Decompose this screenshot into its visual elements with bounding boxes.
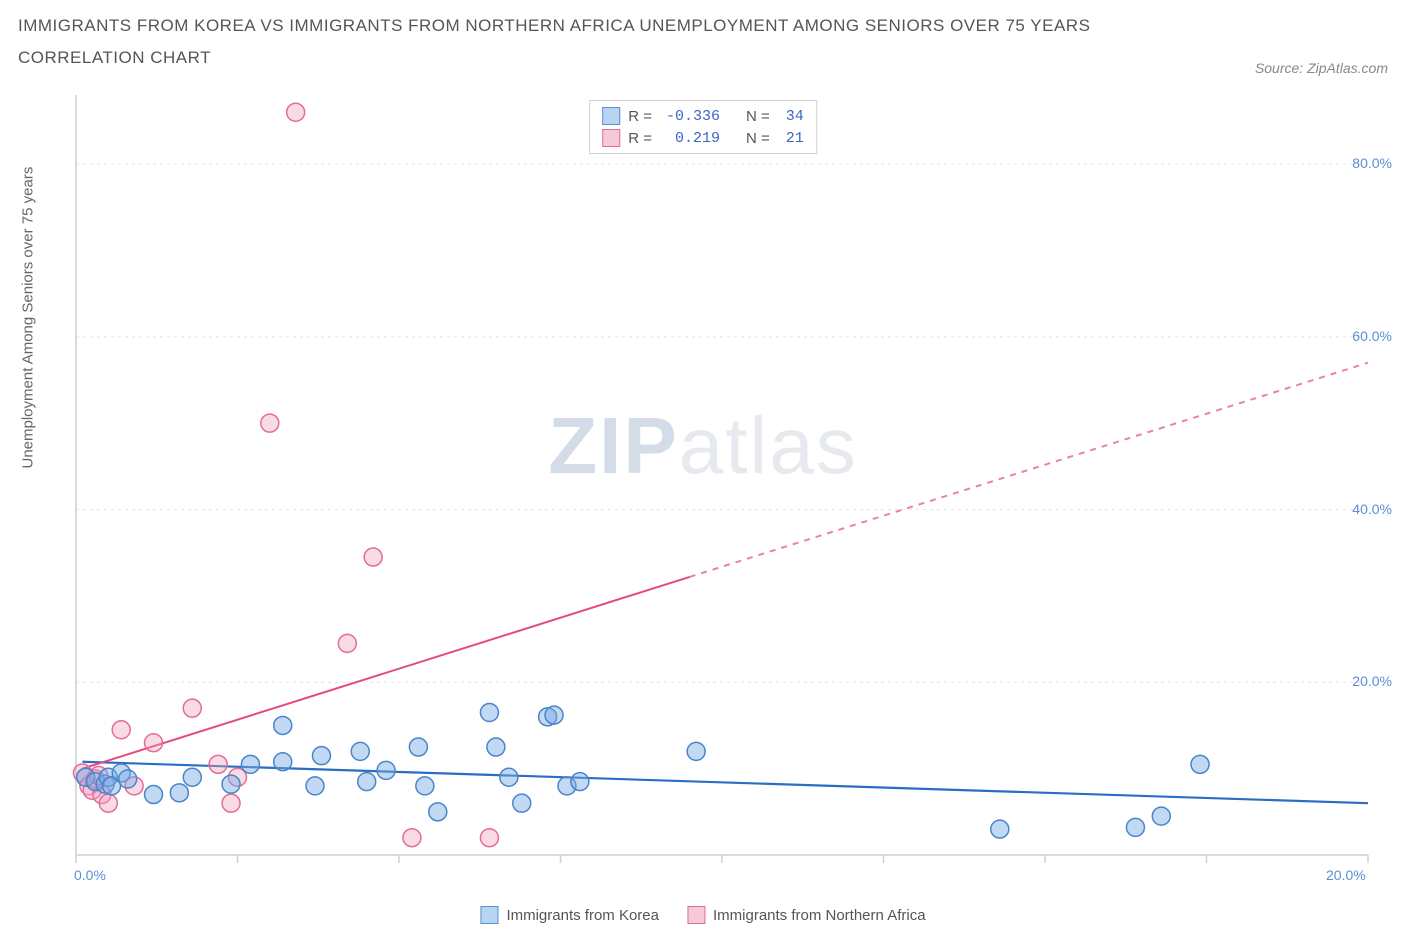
x-tick-label: 20.0% <box>1326 867 1366 883</box>
swatch-nafrica-bottom <box>687 906 705 924</box>
chart-container <box>68 95 1388 885</box>
chart-header: IMMIGRANTS FROM KOREA VS IMMIGRANTS FROM… <box>18 10 1388 75</box>
x-tick-label: 0.0% <box>74 867 106 883</box>
legend-row-nafrica: R = 0.219 N = 21 <box>602 127 804 149</box>
y-tick-label: 80.0% <box>1352 155 1392 171</box>
swatch-korea <box>602 107 620 125</box>
n-value-korea: 34 <box>778 108 804 125</box>
scatter-plot <box>68 95 1388 885</box>
swatch-korea-bottom <box>480 906 498 924</box>
correlation-legend: R = -0.336 N = 34 R = 0.219 N = 21 <box>589 100 817 154</box>
source-attribution: Source: ZipAtlas.com <box>1255 60 1388 76</box>
r-label: R = <box>628 108 652 125</box>
r-value-korea: -0.336 <box>660 108 720 125</box>
r-label-2: R = <box>628 130 652 147</box>
legend-item-korea: Immigrants from Korea <box>480 906 659 924</box>
y-tick-label: 40.0% <box>1352 501 1392 517</box>
legend-row-korea: R = -0.336 N = 34 <box>602 105 804 127</box>
swatch-nafrica <box>602 129 620 147</box>
chart-title-line1: IMMIGRANTS FROM KOREA VS IMMIGRANTS FROM… <box>18 10 1388 42</box>
legend-label-nafrica: Immigrants from Northern Africa <box>713 907 926 924</box>
n-label: N = <box>746 108 770 125</box>
n-label-2: N = <box>746 130 770 147</box>
chart-title-line2: CORRELATION CHART <box>18 42 1388 74</box>
y-tick-label: 20.0% <box>1352 673 1392 689</box>
n-value-nafrica: 21 <box>778 130 804 147</box>
y-tick-label: 60.0% <box>1352 328 1392 344</box>
legend-label-korea: Immigrants from Korea <box>506 907 659 924</box>
y-axis-label: Unemployment Among Seniors over 75 years <box>20 167 37 469</box>
r-value-nafrica: 0.219 <box>660 130 720 147</box>
legend-item-nafrica: Immigrants from Northern Africa <box>687 906 926 924</box>
series-legend: Immigrants from Korea Immigrants from No… <box>480 906 925 924</box>
